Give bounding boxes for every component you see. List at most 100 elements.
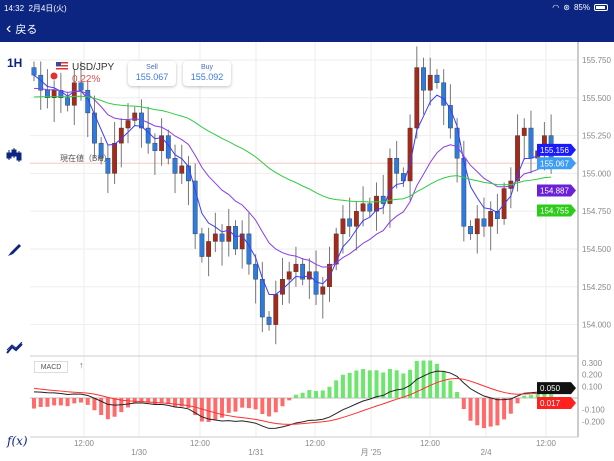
macd-histogram-bar [79,398,84,403]
candle-down [219,233,225,242]
macd-line [33,370,552,429]
price-badge: 155.156 [537,143,576,156]
macd-indicator-button[interactable]: MACD [34,361,68,373]
candle-up [320,286,326,295]
price-tick-label: 154.750 [582,207,611,216]
candle-up [360,203,366,212]
macd-histogram-bar [515,398,520,404]
macd-histogram-bar [92,398,97,411]
macd-histogram-bar [535,394,540,398]
macd-histogram-bar [408,369,413,398]
candle-up [414,67,420,129]
macd-histogram-bar [468,398,473,421]
badge-value: 155.156 [540,146,569,155]
symbol-pair[interactable]: USD/JPY [72,62,115,73]
macd-histogram-bar [253,398,258,410]
macd-histogram-bar [226,398,231,413]
macd-histogram-bar [340,374,345,398]
price-tick-label: 155.000 [582,169,611,178]
macd-histogram-bar [45,398,50,407]
time-label: 12:00 [536,439,557,448]
macd-histogram-bar [146,398,151,403]
macd-histogram-bar [434,363,439,398]
candle-down [434,74,440,83]
macd-histogram-bar [361,369,366,398]
back-button[interactable]: ‹ 戻る [6,20,37,38]
price-tick-label: 155.250 [582,132,611,141]
macd-histogram-bar [354,370,359,398]
macd-histogram-bar [99,398,104,416]
badge-value: 154.887 [540,186,569,195]
macd-histogram-bar [320,390,325,398]
candle-up [333,233,339,265]
sell-button[interactable]: Sell 155.067 [128,61,176,86]
draw-pen-icon[interactable] [6,243,22,257]
candle-down [85,90,91,114]
badge-shape [537,184,576,197]
macd-histogram-bar [314,391,319,398]
badge-shape [537,397,576,410]
indicator-trend-icon[interactable] [6,342,24,354]
badge-shape [537,143,576,156]
macd-histogram-bar [401,373,406,398]
candle-down [253,263,259,280]
macd-histogram-bar [126,398,131,408]
candle-down [494,210,500,219]
macd-histogram-bar [300,392,305,398]
macd-histogram-bar [240,398,245,408]
badge-shape [537,157,576,170]
badge-shape [537,382,576,395]
candle-up [273,294,279,325]
macd-histogram-bar [246,398,251,409]
macd-histogram-bar [159,398,164,403]
macd-histogram-bar [85,398,90,405]
macd-histogram-bar [421,360,426,398]
candle-up [125,120,131,129]
macd-badge: 0.050 [537,382,576,395]
macd-histogram-bar [186,398,191,408]
candle-down [259,279,265,318]
candle-up [206,241,212,257]
candle-down [92,112,97,144]
time-label: 12:00 [74,439,95,448]
macd-histogram-bar [267,398,272,417]
candle-down [58,90,64,99]
status-time: 14:32 2月4日(火) [4,4,67,13]
macd-histogram-bar [65,398,70,407]
timeframe-button[interactable]: 1H [7,56,23,70]
macd-tick-label: -0.200 [582,417,605,426]
buy-button[interactable]: Buy 155.092 [183,61,231,86]
function-button[interactable]: f(x) [7,434,28,448]
current-price-label: 現在値（Bid） [60,154,112,163]
badge-shape [537,204,576,217]
price-chart[interactable]: 155.750 155.500 155.250 155.000 154.750 154.5… [0,42,614,461]
macd-histogram-bar [522,395,527,398]
macd-histogram-bar [166,398,171,404]
ma-slow-line [33,95,552,203]
candle-up [515,135,520,182]
macd-histogram-bar [38,398,43,407]
badge-value: 155.067 [540,159,569,168]
back-label: 戻る [15,24,38,36]
candlestick-type-icon[interactable] [6,148,22,162]
us-jp-flag-icon [50,62,68,80]
candle-up [118,127,124,144]
macd-histogram-bar [549,394,554,398]
buy-price: 155.092 [190,72,224,82]
candle-down [528,127,534,159]
macd-histogram-bar [280,398,285,407]
status-indicators: ◠ ⊛ 85% [552,3,608,12]
badge-value: 154.755 [540,206,569,215]
candle-up [474,218,480,235]
ma-fast-line [33,74,552,295]
macd-collapse-button[interactable]: ↑ [79,360,84,370]
candle-up [159,135,165,151]
candle-down [105,158,111,174]
candle-down [461,158,467,227]
candle-up [293,263,299,272]
macd-histogram-bar [307,390,312,398]
macd-histogram-bar [347,372,352,398]
candle-down [145,127,151,144]
macd-tick-label: -0.100 [582,406,605,415]
macd-histogram-bar [233,398,238,412]
